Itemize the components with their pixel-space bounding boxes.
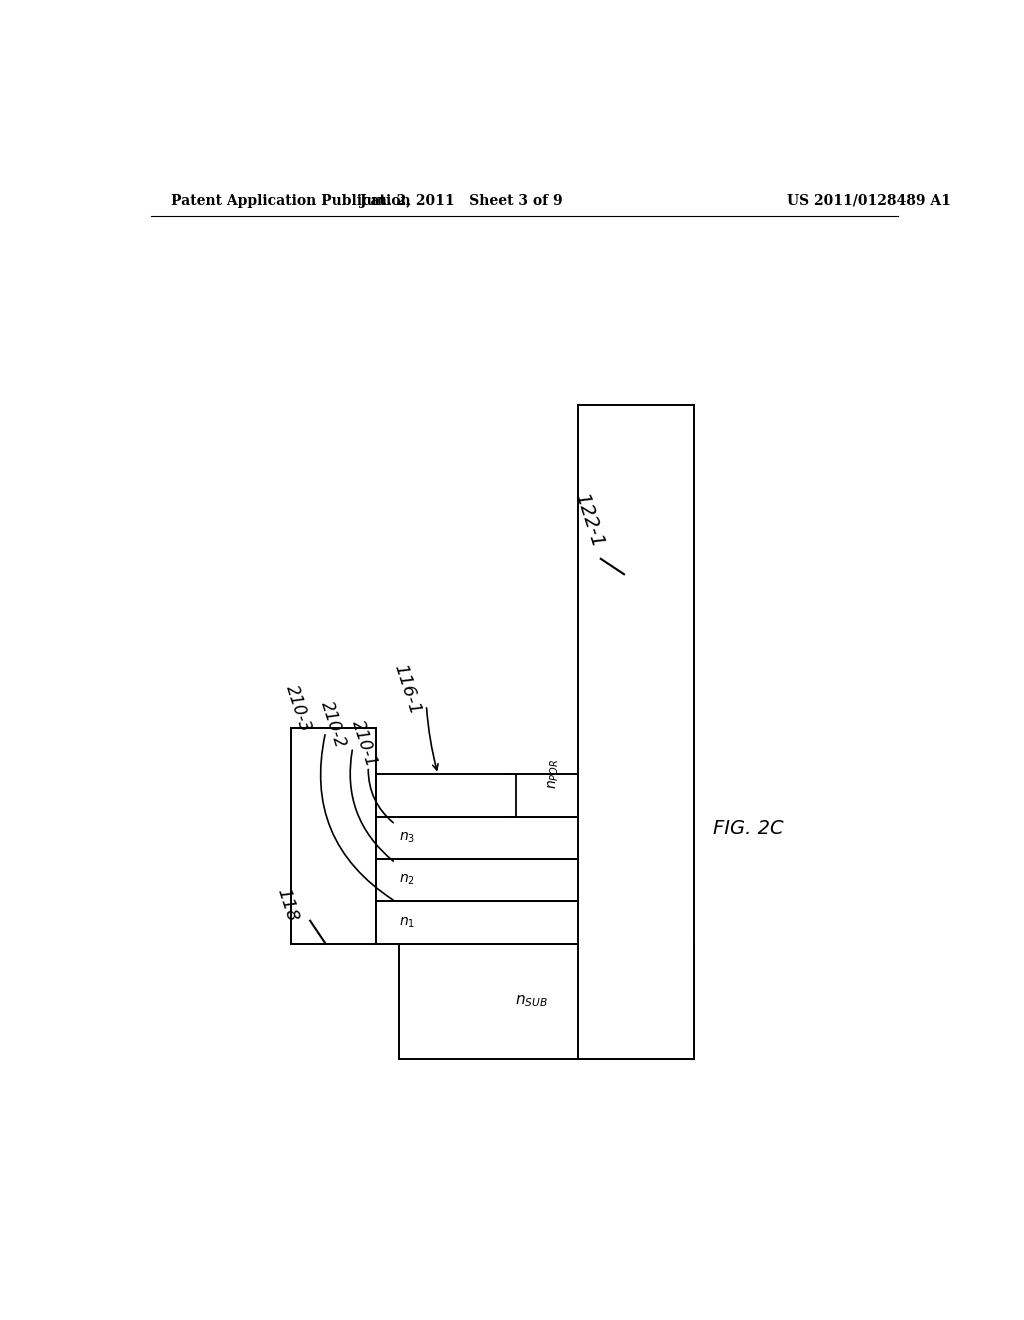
Text: 210-3: 210-3 — [283, 684, 314, 735]
Text: Jun. 2, 2011   Sheet 3 of 9: Jun. 2, 2011 Sheet 3 of 9 — [360, 194, 562, 207]
Bar — [376, 902, 616, 944]
Text: $n_2$: $n_2$ — [399, 873, 415, 887]
Bar — [376, 859, 616, 902]
Text: 116-1: 116-1 — [390, 661, 424, 718]
Text: 210-2: 210-2 — [317, 698, 349, 750]
Text: US 2011/0128489 A1: US 2011/0128489 A1 — [786, 194, 950, 207]
Text: 122-1: 122-1 — [571, 491, 607, 550]
Bar — [578, 405, 693, 1059]
Bar — [291, 729, 376, 944]
Bar — [399, 944, 693, 1059]
Text: 210-1: 210-1 — [348, 718, 381, 770]
Text: $n_1$: $n_1$ — [399, 916, 415, 929]
Text: FIG. 2C: FIG. 2C — [713, 818, 783, 838]
Bar — [376, 817, 616, 859]
Bar — [376, 775, 616, 817]
Text: $n_3$: $n_3$ — [399, 830, 415, 845]
Text: $n_{SUB}$: $n_{SUB}$ — [514, 994, 548, 1010]
Text: Patent Application Publication: Patent Application Publication — [171, 194, 411, 207]
Text: $n_{POR}$: $n_{POR}$ — [547, 759, 561, 789]
Text: 118: 118 — [273, 886, 301, 924]
